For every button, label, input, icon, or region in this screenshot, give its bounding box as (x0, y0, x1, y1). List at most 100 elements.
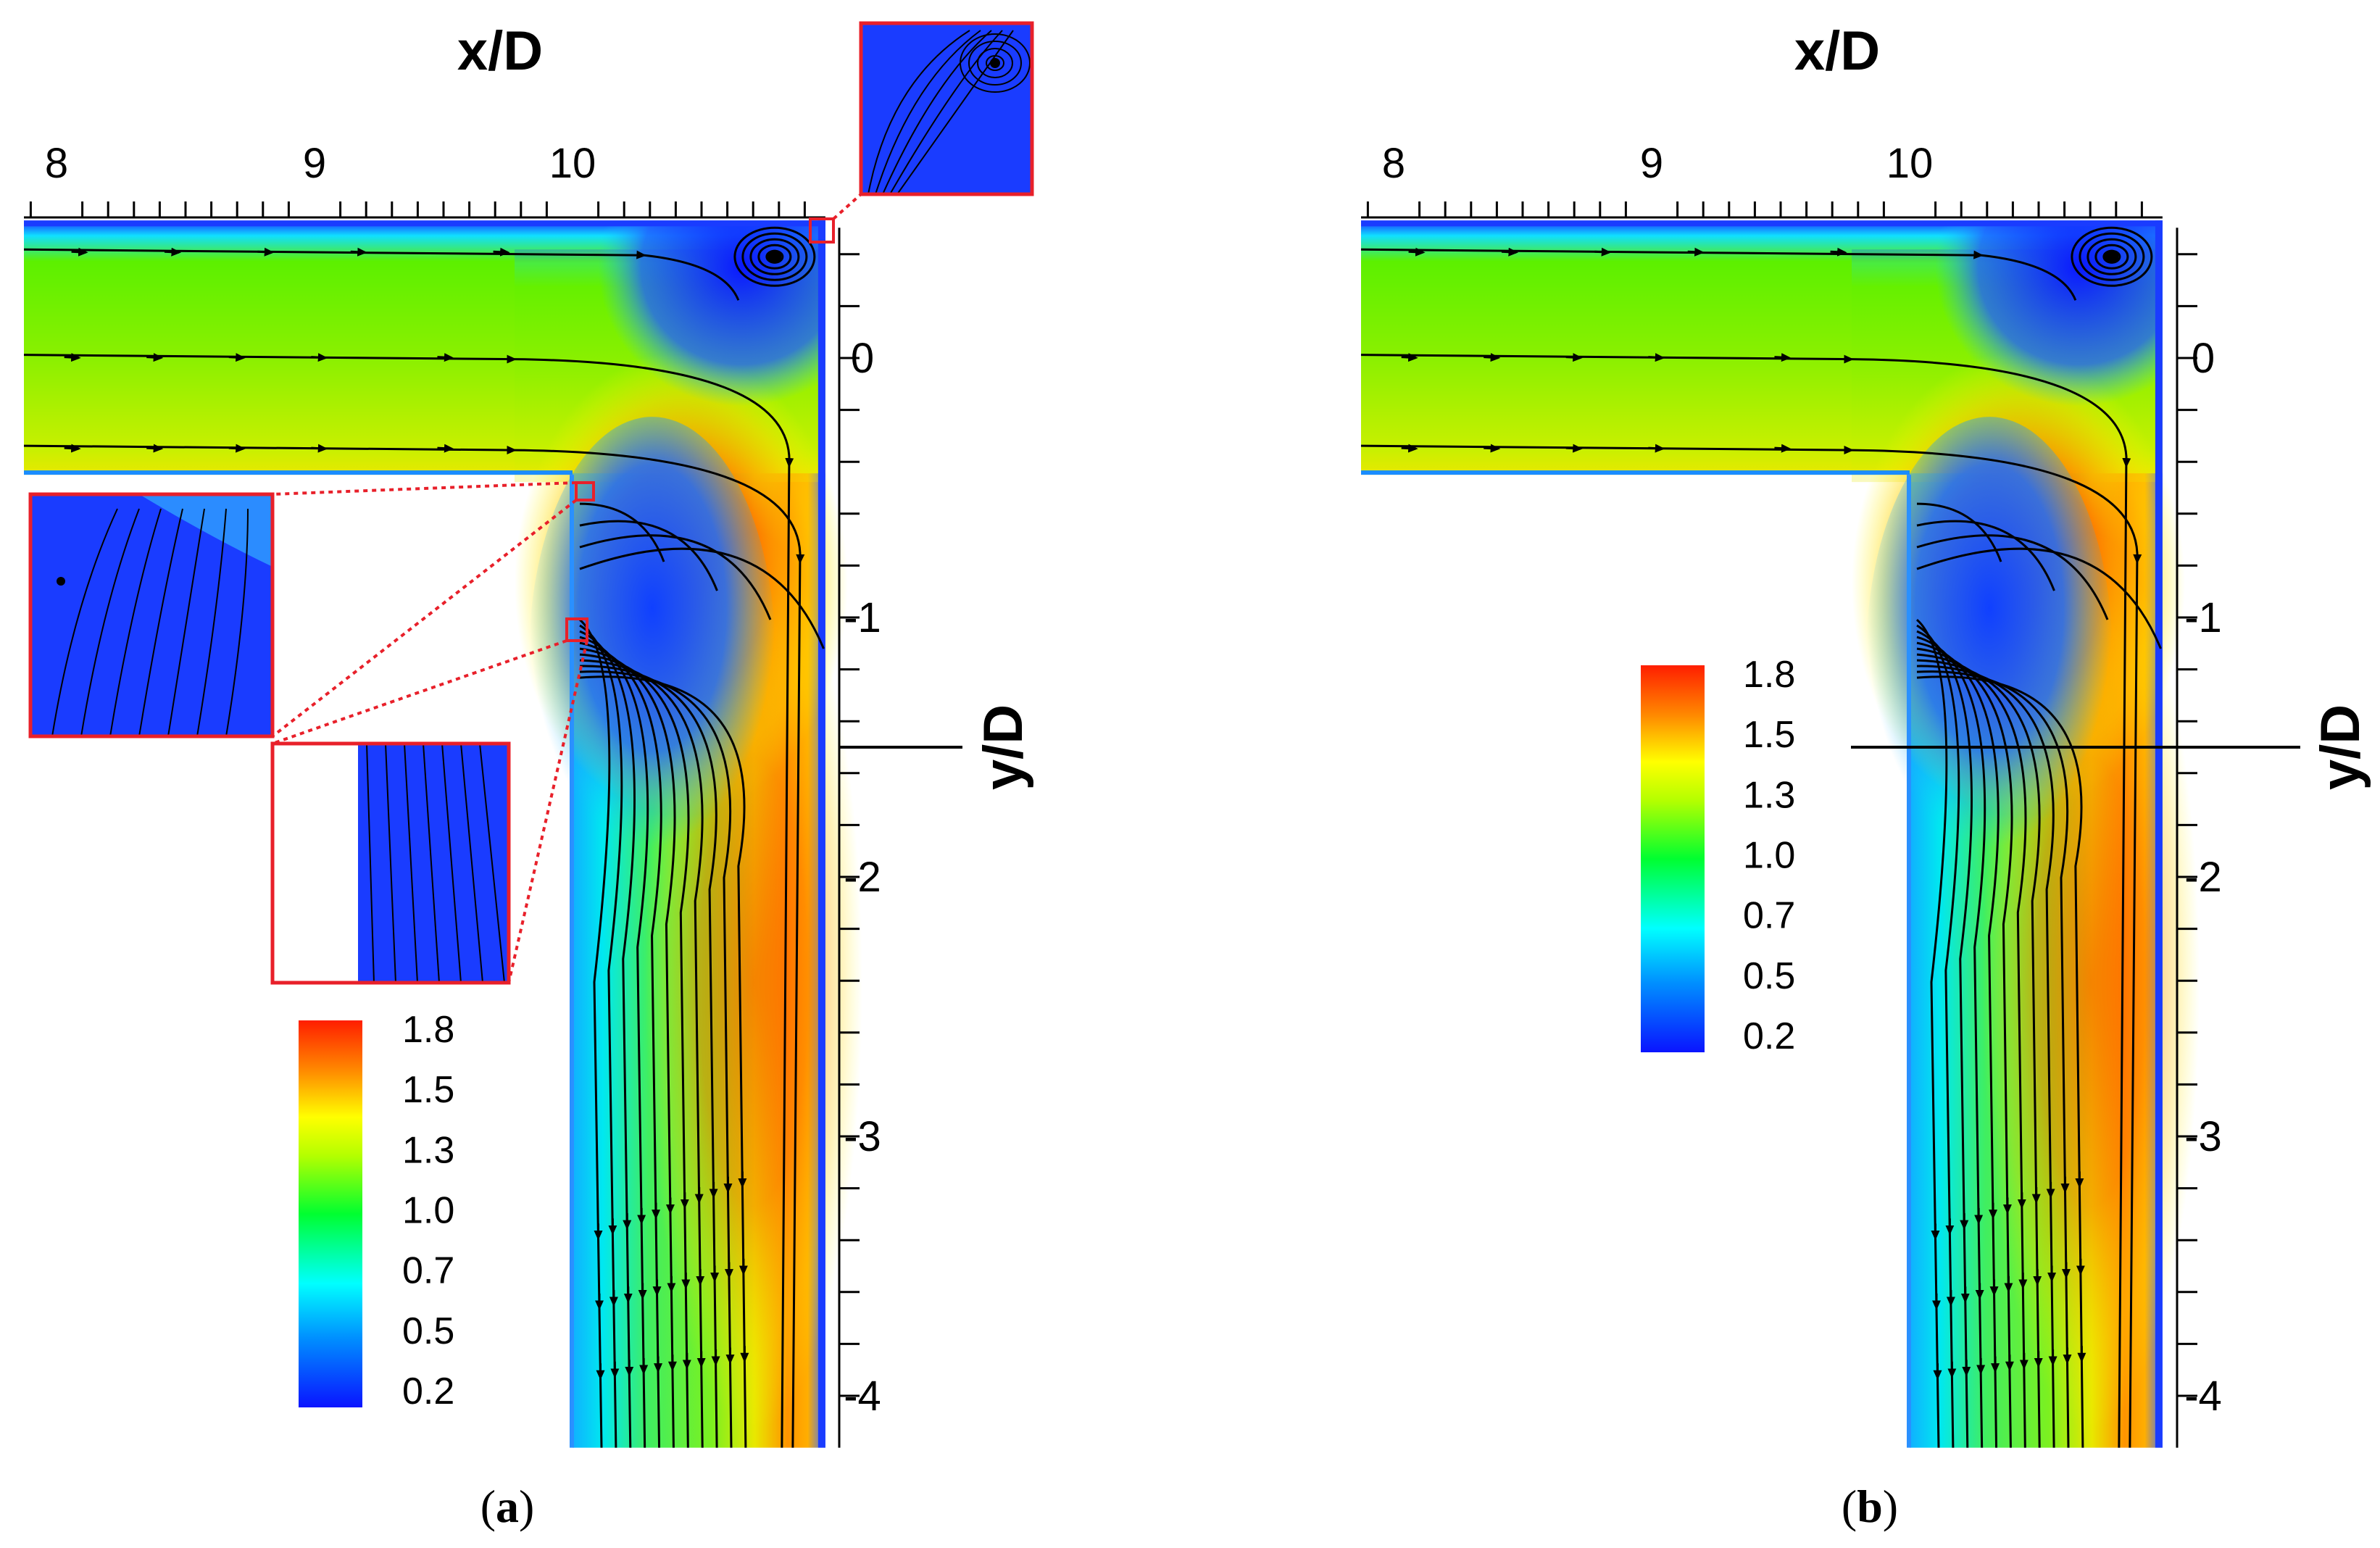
colorbar-gradient (1641, 665, 1705, 1052)
streamline (23, 248, 740, 301)
x-axis (1361, 201, 2163, 219)
streamline (1360, 248, 2077, 301)
y-tick-label: 0 (2192, 335, 2215, 382)
streamline-arrow (1830, 247, 1847, 257)
x-axis-title: x/D (457, 20, 543, 82)
colorbar-label: 1.5 (402, 1069, 454, 1111)
panel-b: 8 9 10 x/D 0 -1 -2 -3 -4 y/D 1.8 1.5 1.3 1.0 0.7 0.5 0.2… (1360, 20, 2371, 1532)
streamline (1916, 647, 2013, 1448)
y-tick-label: -1 (2184, 594, 2222, 641)
streamline (1916, 675, 2084, 1448)
colorbar-label: 1.8 (402, 1009, 454, 1051)
x-tick-label: 8 (1382, 140, 1405, 187)
streamline (1916, 653, 2027, 1448)
y-axis (838, 228, 860, 1448)
streamline-arrow (146, 353, 164, 362)
streamline-arrow (437, 444, 454, 453)
y-tick-label: -2 (2184, 854, 2222, 901)
streamline (23, 444, 805, 1448)
y-tick-label: -3 (844, 1113, 881, 1160)
y-axis-title: y/D (2310, 704, 2371, 790)
y-tick-label: -3 (2184, 1113, 2222, 1160)
streamline-arrow (64, 444, 81, 453)
x-tick-label: 9 (303, 140, 326, 187)
streamline-arrow (1687, 247, 1705, 257)
vortex-ring (741, 232, 808, 281)
streamline-arrow (1774, 444, 1792, 453)
x-tick-label: 10 (1886, 140, 1934, 187)
y-tick-label: 0 (851, 335, 874, 382)
streamline-arrow (1594, 247, 1612, 257)
streamline-arrow (311, 444, 328, 453)
colorbar-label: 0.5 (402, 1310, 454, 1352)
streamline-arrow (493, 247, 510, 257)
vortex-ring (2094, 244, 2129, 270)
streamline-arrow (1484, 353, 1501, 362)
colorbar-label: 0.2 (1743, 1015, 1795, 1057)
streamline (1916, 659, 2041, 1448)
streamline (579, 547, 825, 649)
vortex-ring (2086, 238, 2137, 275)
streamline-arrow (437, 353, 454, 362)
streamline (579, 636, 649, 1448)
streamline (579, 534, 772, 620)
streamline-arrow (1648, 353, 1665, 362)
vortex-ring (749, 238, 800, 275)
colorbar-label: 0.5 (1743, 955, 1795, 997)
streamline-arrow (1648, 444, 1665, 453)
colorbar-label: 1.0 (1743, 834, 1795, 876)
streamline (579, 653, 690, 1448)
streamline (1916, 665, 2055, 1448)
streamline (579, 641, 662, 1448)
streamline (579, 520, 718, 591)
streamlines (1360, 226, 2162, 1448)
streamline (1916, 636, 1986, 1448)
streamline (1360, 444, 2142, 1448)
panel-label: (a) (480, 1481, 535, 1532)
streamline (579, 659, 704, 1448)
streamline (1916, 641, 2000, 1448)
x-axis (24, 201, 825, 219)
panel-a: 8 9 10 x/D 0 -1 -2 -3 -4 y/D 1.8 1.5 1.3 1.0 0.7 0.5 0.2… (23, 20, 1034, 1532)
streamline-arrow (257, 247, 275, 257)
streamline-arrow (228, 444, 246, 453)
streamline-arrow (1501, 247, 1518, 257)
streamline-arrow (71, 247, 88, 257)
streamline-arrow (1565, 353, 1583, 362)
separation-bubble (529, 417, 775, 896)
streamline-arrow (1774, 353, 1792, 362)
streamline-arrow (1401, 353, 1418, 362)
vortex-ring (2071, 226, 2153, 287)
colorbar-label: 1.8 (1743, 654, 1795, 696)
streamline-arrow (228, 353, 246, 362)
streamline (1360, 354, 2131, 1448)
colorbar: 1.8 1.5 1.3 1.0 0.7 0.5 0.2 (1641, 654, 1795, 1057)
streamline (1916, 547, 2162, 649)
y-axis-title: y/D (973, 704, 1034, 790)
streamline (579, 675, 747, 1448)
x-tick-label: 10 (549, 140, 596, 187)
vortex-core (2105, 249, 2119, 264)
streamline (1916, 520, 2055, 591)
colorbar-label: 1.0 (402, 1189, 454, 1231)
streamline (579, 665, 718, 1448)
inset-corner-vortex (861, 23, 1032, 194)
streamline-arrow (164, 247, 181, 257)
streamline-arrow (311, 353, 328, 362)
colorbar-label: 1.3 (402, 1129, 454, 1171)
separation-bubble (1866, 417, 2113, 896)
streamline-arrow (1401, 444, 1418, 453)
y-tick-label: -2 (844, 854, 881, 901)
x-axis-title: x/D (1794, 20, 1880, 82)
colorbar: 1.8 1.5 1.3 1.0 0.7 0.5 0.2 (299, 1009, 454, 1412)
streamline-arrow (1484, 444, 1501, 453)
colorbar-label: 0.7 (402, 1250, 454, 1292)
y-tick-label: -4 (2184, 1373, 2222, 1420)
streamline (579, 647, 676, 1448)
panel-label: (b) (1842, 1481, 1898, 1532)
colorbar-label: 0.2 (402, 1370, 454, 1412)
colorbar-label: 1.3 (1743, 774, 1795, 816)
x-tick-label: 9 (1640, 140, 1663, 187)
streamline-arrow (1565, 444, 1583, 453)
